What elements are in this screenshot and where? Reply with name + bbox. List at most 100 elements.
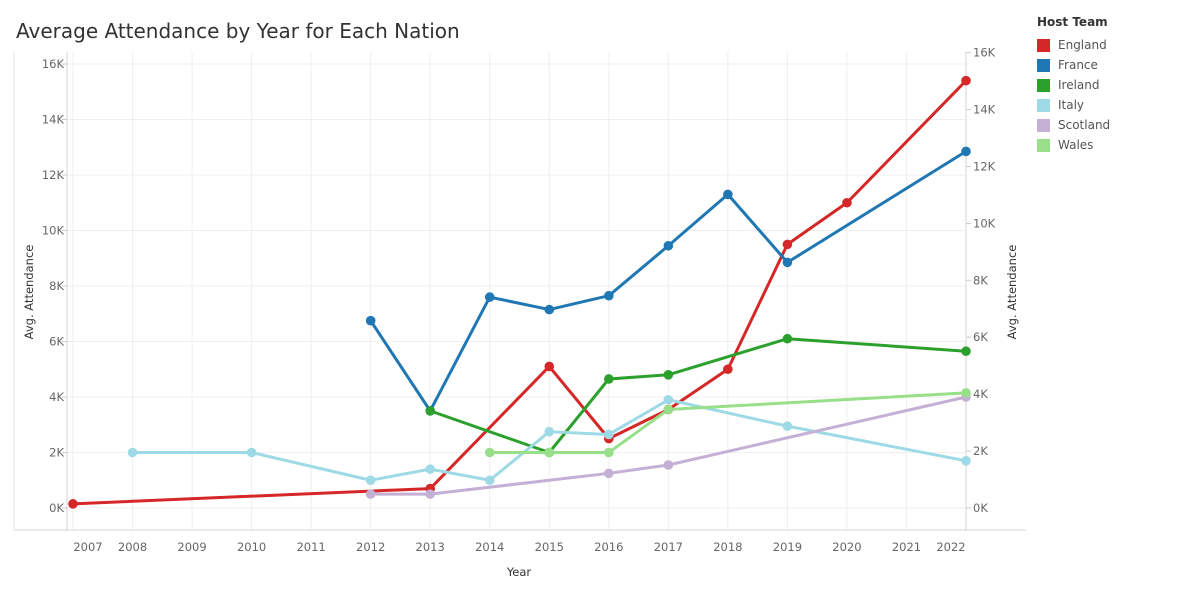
y-tick-label-left: 10K: [42, 224, 65, 238]
data-point-france: [663, 240, 674, 251]
legend-title: Host Team: [1037, 15, 1108, 29]
x-tick-label: 2012: [356, 540, 385, 554]
data-point-england: [961, 75, 971, 86]
y-tick-label-right: 10K: [973, 216, 996, 230]
y-tick-label-left: 8K: [49, 279, 64, 293]
x-tick-label: 2007: [73, 540, 102, 554]
legend-label: England: [1058, 38, 1107, 52]
legend-item-england[interactable]: England: [1037, 35, 1110, 55]
series-line-ireland: [428, 337, 968, 454]
data-point-france: [961, 146, 971, 157]
y-tick-label-left: 16K: [42, 57, 65, 71]
data-point-wales: [544, 447, 555, 458]
x-tick-label: 2009: [177, 540, 206, 554]
x-tick-label: 2016: [594, 540, 623, 554]
x-tick-label: 2010: [237, 540, 266, 554]
legend-item-france[interactable]: France: [1037, 55, 1110, 75]
data-point-wales: [604, 447, 614, 458]
legend: Host Team England France Ireland Italy Scotl…: [1037, 15, 1110, 155]
x-tick-label: 2021: [892, 540, 921, 554]
y-tick-label-left: 2K: [49, 446, 64, 460]
y-axis-title-left: Avg. Attendance: [22, 245, 36, 340]
y-tick-label-right: 6K: [973, 330, 988, 344]
x-tick-label: 2011: [296, 540, 325, 554]
legend-swatch: [1037, 118, 1050, 132]
data-point-scotland: [365, 489, 376, 499]
x-tick-label: 2020: [832, 540, 861, 554]
data-point-england: [68, 499, 78, 509]
data-point-italy: [425, 464, 436, 474]
legend-item-italy[interactable]: Italy: [1037, 95, 1110, 115]
data-point-ireland: [663, 370, 674, 380]
data-point-france: [544, 304, 555, 315]
series-line-england: [71, 79, 968, 506]
data-point-italy: [544, 426, 555, 437]
legend-swatch: [1037, 98, 1050, 112]
series-lines: [71, 79, 968, 506]
x-tick-label: 2008: [118, 540, 147, 554]
legend-label: Wales: [1058, 138, 1094, 152]
y-tick-label-right: 0K: [973, 501, 988, 515]
x-tick-label: 2017: [654, 540, 683, 554]
data-point-france: [782, 257, 793, 268]
data-point-italy: [365, 475, 376, 486]
y-tick-label-right: 4K: [973, 387, 988, 401]
y-tick-label-left: 14K: [42, 113, 65, 127]
series-line-italy: [131, 398, 968, 482]
legend-swatch: [1037, 78, 1050, 92]
data-point-scotland: [425, 489, 436, 499]
legend-label: Scotland: [1058, 118, 1111, 132]
x-axis-title: Year: [506, 565, 532, 579]
y-tick-label-right: 2K: [973, 444, 988, 458]
x-tick-label: 2014: [475, 540, 504, 554]
x-tick-label: 2022: [936, 540, 965, 554]
data-point-ireland: [961, 346, 971, 357]
data-point-ireland: [425, 406, 436, 416]
data-point-italy: [127, 447, 138, 458]
data-point-ireland: [782, 333, 793, 344]
y-tick-label-left: 12K: [42, 168, 65, 182]
legend-swatch: [1037, 38, 1050, 52]
data-point-england: [842, 197, 852, 208]
legend-label: Ireland: [1058, 78, 1100, 92]
y-tick-label-left: 6K: [49, 335, 64, 349]
data-point-ireland: [604, 374, 614, 384]
x-tick-label: 2013: [416, 540, 445, 554]
y-tick-label-right: 8K: [973, 273, 988, 287]
data-point-italy: [961, 456, 971, 466]
data-point-france: [604, 290, 614, 301]
chart-title: Average Attendance by Year for Each Nati…: [16, 19, 460, 43]
x-tick-label: 2015: [535, 540, 564, 554]
data-point-france: [365, 315, 376, 326]
legend-swatch: [1037, 58, 1050, 72]
data-point-wales: [484, 447, 495, 458]
data-point-italy: [484, 475, 495, 486]
y-tick-label-right: 16K: [973, 46, 996, 60]
data-point-italy: [604, 429, 614, 440]
y-tick-label-right: 12K: [973, 159, 996, 173]
data-point-france: [723, 189, 733, 200]
legend-item-scotland[interactable]: Scotland: [1037, 115, 1110, 135]
data-point-italy: [246, 447, 257, 458]
legend-label: France: [1058, 58, 1098, 72]
axes: 0K 2K 4K 6K 8K 10K 12K 14K 16K 0K 2K 4K 6K 8K 10K 12K 14…: [13, 46, 1026, 554]
data-point-italy: [663, 394, 674, 405]
data-point-france: [484, 292, 495, 302]
x-tick-label: 2018: [713, 540, 742, 554]
data-point-england: [723, 364, 733, 375]
legend-label: Italy: [1058, 98, 1085, 112]
y-tick-label-left: 4K: [49, 390, 64, 404]
data-point-italy: [782, 421, 793, 431]
legend-items: England France Ireland Italy Scotland Wales: [1037, 35, 1110, 155]
data-point-scotland: [604, 468, 614, 479]
data-point-scotland: [663, 460, 674, 470]
data-point-wales: [663, 404, 674, 415]
data-point-england: [782, 239, 793, 250]
series-points: [68, 75, 971, 509]
legend-item-wales[interactable]: Wales: [1037, 135, 1110, 155]
legend-item-ireland[interactable]: Ireland: [1037, 75, 1110, 95]
x-tick-label: 2019: [773, 540, 802, 554]
y-tick-label-right: 14K: [973, 103, 996, 117]
data-point-england: [544, 361, 555, 372]
